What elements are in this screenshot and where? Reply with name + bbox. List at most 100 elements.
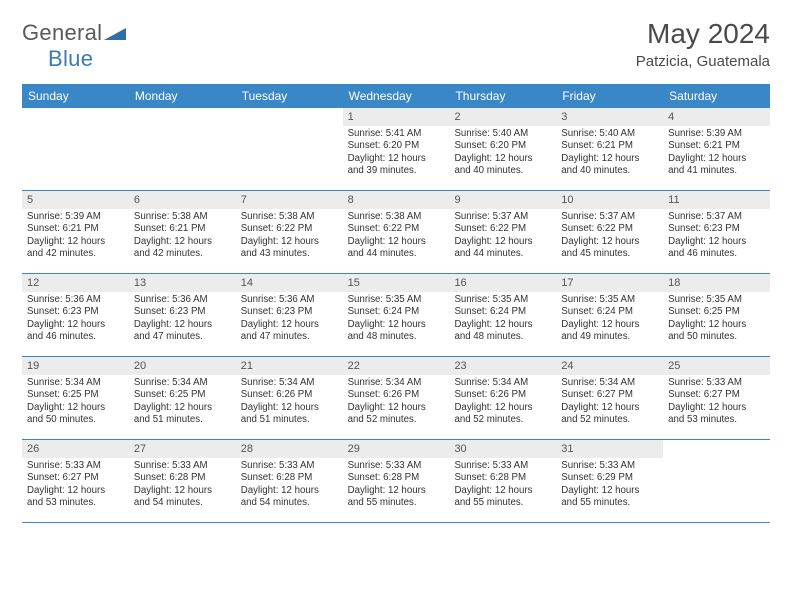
day-number: 8 [343,191,450,209]
day-number: 23 [449,357,556,375]
day-details: Sunrise: 5:34 AMSunset: 6:27 PMDaylight:… [556,375,663,431]
day-cell: 10Sunrise: 5:37 AMSunset: 6:22 PMDayligh… [556,191,663,273]
day-number: 29 [343,440,450,458]
day-cell: 23Sunrise: 5:34 AMSunset: 6:26 PMDayligh… [449,357,556,439]
title-block: May 2024 Patzicia, Guatemala [636,18,770,70]
day-cell [236,108,343,190]
day-details: Sunrise: 5:34 AMSunset: 6:25 PMDaylight:… [129,375,236,431]
day-cell: 21Sunrise: 5:34 AMSunset: 6:26 PMDayligh… [236,357,343,439]
day-cell: 7Sunrise: 5:38 AMSunset: 6:22 PMDaylight… [236,191,343,273]
day-details: Sunrise: 5:34 AMSunset: 6:25 PMDaylight:… [22,375,129,431]
day-number: 25 [663,357,770,375]
day-number [129,108,236,114]
day-cell: 19Sunrise: 5:34 AMSunset: 6:25 PMDayligh… [22,357,129,439]
day-details: Sunrise: 5:36 AMSunset: 6:23 PMDaylight:… [236,292,343,348]
day-cell: 26Sunrise: 5:33 AMSunset: 6:27 PMDayligh… [22,440,129,522]
day-number: 24 [556,357,663,375]
day-number: 28 [236,440,343,458]
day-number: 19 [22,357,129,375]
day-number: 6 [129,191,236,209]
week-row: 5Sunrise: 5:39 AMSunset: 6:21 PMDaylight… [22,191,770,274]
day-number: 27 [129,440,236,458]
day-number: 14 [236,274,343,292]
day-details: Sunrise: 5:39 AMSunset: 6:21 PMDaylight:… [22,209,129,265]
logo: General Blue [22,18,126,72]
day-cell: 31Sunrise: 5:33 AMSunset: 6:29 PMDayligh… [556,440,663,522]
day-details: Sunrise: 5:34 AMSunset: 6:26 PMDaylight:… [449,375,556,431]
day-cell: 6Sunrise: 5:38 AMSunset: 6:21 PMDaylight… [129,191,236,273]
calendar: SundayMondayTuesdayWednesdayThursdayFrid… [22,84,770,523]
day-details: Sunrise: 5:39 AMSunset: 6:21 PMDaylight:… [663,126,770,182]
day-details: Sunrise: 5:33 AMSunset: 6:28 PMDaylight:… [236,458,343,514]
day-number: 31 [556,440,663,458]
day-cell: 17Sunrise: 5:35 AMSunset: 6:24 PMDayligh… [556,274,663,356]
day-number: 12 [22,274,129,292]
weekday-header-row: SundayMondayTuesdayWednesdayThursdayFrid… [22,84,770,108]
day-details: Sunrise: 5:36 AMSunset: 6:23 PMDaylight:… [129,292,236,348]
day-details: Sunrise: 5:33 AMSunset: 6:29 PMDaylight:… [556,458,663,514]
day-number: 2 [449,108,556,126]
day-number [236,108,343,114]
week-row: 26Sunrise: 5:33 AMSunset: 6:27 PMDayligh… [22,440,770,523]
day-cell: 15Sunrise: 5:35 AMSunset: 6:24 PMDayligh… [343,274,450,356]
day-cell: 24Sunrise: 5:34 AMSunset: 6:27 PMDayligh… [556,357,663,439]
header: General Blue May 2024 Patzicia, Guatemal… [22,18,770,72]
day-details: Sunrise: 5:35 AMSunset: 6:24 PMDaylight:… [556,292,663,348]
day-details: Sunrise: 5:38 AMSunset: 6:22 PMDaylight:… [236,209,343,265]
week-row: 1Sunrise: 5:41 AMSunset: 6:20 PMDaylight… [22,108,770,191]
day-cell: 16Sunrise: 5:35 AMSunset: 6:24 PMDayligh… [449,274,556,356]
week-row: 12Sunrise: 5:36 AMSunset: 6:23 PMDayligh… [22,274,770,357]
day-cell: 25Sunrise: 5:33 AMSunset: 6:27 PMDayligh… [663,357,770,439]
weekday-header: Monday [129,84,236,108]
week-row: 19Sunrise: 5:34 AMSunset: 6:25 PMDayligh… [22,357,770,440]
day-details: Sunrise: 5:37 AMSunset: 6:23 PMDaylight:… [663,209,770,265]
day-number: 26 [22,440,129,458]
day-cell: 11Sunrise: 5:37 AMSunset: 6:23 PMDayligh… [663,191,770,273]
weekday-header: Wednesday [343,84,450,108]
day-details: Sunrise: 5:33 AMSunset: 6:28 PMDaylight:… [449,458,556,514]
day-details: Sunrise: 5:35 AMSunset: 6:24 PMDaylight:… [343,292,450,348]
day-cell: 12Sunrise: 5:36 AMSunset: 6:23 PMDayligh… [22,274,129,356]
weekday-header: Friday [556,84,663,108]
day-details: Sunrise: 5:40 AMSunset: 6:20 PMDaylight:… [449,126,556,182]
day-number [22,108,129,114]
day-cell: 2Sunrise: 5:40 AMSunset: 6:20 PMDaylight… [449,108,556,190]
weeks-container: 1Sunrise: 5:41 AMSunset: 6:20 PMDaylight… [22,108,770,523]
day-details: Sunrise: 5:37 AMSunset: 6:22 PMDaylight:… [449,209,556,265]
day-number: 18 [663,274,770,292]
day-number: 4 [663,108,770,126]
day-number: 20 [129,357,236,375]
day-details: Sunrise: 5:38 AMSunset: 6:21 PMDaylight:… [129,209,236,265]
day-cell: 22Sunrise: 5:34 AMSunset: 6:26 PMDayligh… [343,357,450,439]
day-number: 21 [236,357,343,375]
day-details: Sunrise: 5:34 AMSunset: 6:26 PMDaylight:… [343,375,450,431]
day-cell: 3Sunrise: 5:40 AMSunset: 6:21 PMDaylight… [556,108,663,190]
weekday-header: Sunday [22,84,129,108]
day-details: Sunrise: 5:41 AMSunset: 6:20 PMDaylight:… [343,126,450,182]
day-cell: 27Sunrise: 5:33 AMSunset: 6:28 PMDayligh… [129,440,236,522]
day-number: 3 [556,108,663,126]
day-cell: 14Sunrise: 5:36 AMSunset: 6:23 PMDayligh… [236,274,343,356]
day-number: 17 [556,274,663,292]
day-cell: 18Sunrise: 5:35 AMSunset: 6:25 PMDayligh… [663,274,770,356]
day-details: Sunrise: 5:37 AMSunset: 6:22 PMDaylight:… [556,209,663,265]
day-details: Sunrise: 5:33 AMSunset: 6:28 PMDaylight:… [343,458,450,514]
day-cell: 8Sunrise: 5:38 AMSunset: 6:22 PMDaylight… [343,191,450,273]
day-details: Sunrise: 5:33 AMSunset: 6:27 PMDaylight:… [663,375,770,431]
day-number: 15 [343,274,450,292]
day-number: 16 [449,274,556,292]
day-cell: 9Sunrise: 5:37 AMSunset: 6:22 PMDaylight… [449,191,556,273]
day-number: 13 [129,274,236,292]
day-number [663,440,770,446]
day-number: 10 [556,191,663,209]
day-number: 11 [663,191,770,209]
day-cell: 30Sunrise: 5:33 AMSunset: 6:28 PMDayligh… [449,440,556,522]
weekday-header: Saturday [663,84,770,108]
day-number: 22 [343,357,450,375]
location: Patzicia, Guatemala [636,53,770,70]
day-cell: 29Sunrise: 5:33 AMSunset: 6:28 PMDayligh… [343,440,450,522]
day-cell: 28Sunrise: 5:33 AMSunset: 6:28 PMDayligh… [236,440,343,522]
brand-part1: General [22,20,102,45]
day-cell: 4Sunrise: 5:39 AMSunset: 6:21 PMDaylight… [663,108,770,190]
day-details: Sunrise: 5:33 AMSunset: 6:28 PMDaylight:… [129,458,236,514]
